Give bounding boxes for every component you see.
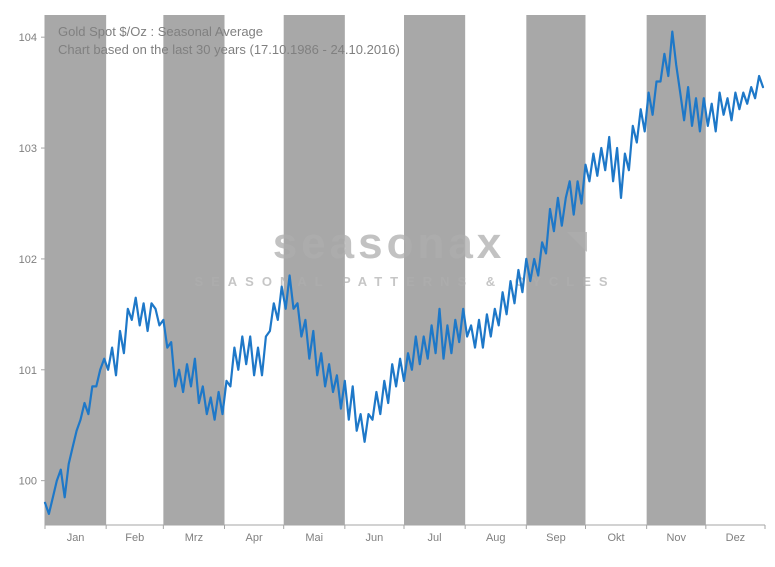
x-axis-month-label: Feb: [125, 532, 144, 544]
x-axis-month-label: Okt: [608, 532, 625, 544]
x-axis-month-label: Apr: [246, 532, 263, 544]
month-stripe: [284, 15, 345, 525]
x-axis-month-label: Mrz: [185, 532, 203, 544]
x-axis-month-label: Mai: [305, 532, 323, 544]
x-axis-month-label: Nov: [666, 532, 686, 544]
month-stripe: [163, 15, 224, 525]
chart-container: seasonax SEASONAL PATTERNS & CYCLES 100 101…: [0, 0, 775, 567]
y-axis-label: 104: [19, 32, 37, 44]
seasonal-chart: seasonax SEASONAL PATTERNS & CYCLES 100 101…: [0, 0, 775, 567]
month-stripe: [526, 15, 585, 525]
watermark-tagline: SEASONAL PATTERNS & CYCLES: [194, 274, 615, 289]
x-axis-month-label: Dez: [726, 532, 746, 544]
chart-title-line1: Gold Spot $/Oz : Seasonal Average: [58, 24, 263, 39]
x-axis-month-label: Jun: [366, 532, 384, 544]
x-axis-month-label: Jul: [428, 532, 442, 544]
y-axis-label: 103: [19, 143, 37, 155]
y-axis-label: 102: [19, 254, 37, 266]
chart-title-line2: Chart based on the last 30 years (17.10.…: [58, 42, 400, 57]
x-axis-month-label: Sep: [546, 532, 566, 544]
y-axis-label: 101: [19, 365, 37, 377]
month-stripe: [404, 15, 465, 525]
x-axis-month-label: Jan: [67, 532, 85, 544]
watermark-brand: seasonax: [273, 219, 506, 268]
month-stripe: [45, 15, 106, 525]
x-axis-month-label: Aug: [486, 532, 506, 544]
y-axis-label: 100: [19, 476, 37, 488]
